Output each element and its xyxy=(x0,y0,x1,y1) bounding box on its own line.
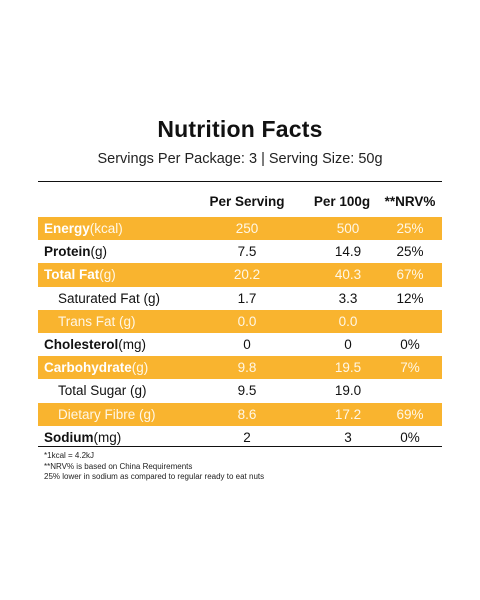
value-nrv: 0% xyxy=(400,429,420,445)
nutrient-unit: (g) xyxy=(99,267,116,283)
value-nrv: 67% xyxy=(396,267,424,283)
value-nrv: 0% xyxy=(400,337,420,353)
nutrient-label: Protein (g) xyxy=(38,240,198,263)
nutrient-unit: (g) xyxy=(131,360,149,376)
value-per-100g: 0 xyxy=(344,337,352,353)
nutrient-unit: (g) xyxy=(90,244,108,260)
value-per-100g: 14.9 xyxy=(334,244,362,260)
value-per-serving: 250 xyxy=(235,221,259,237)
table-top-rule xyxy=(38,181,442,182)
footnote-sodium: 25% lower in sodium as compared to regul… xyxy=(44,472,265,481)
nutrient-row-trans-fat: Trans Fat (g) 0.0 0.0 xyxy=(38,309,442,333)
nutrient-name: Carbohydrate xyxy=(44,360,132,376)
nutrient-row-cholesterol: Cholesterol (mg) 0 0 0% xyxy=(38,333,442,356)
value-per-serving: 9.8 xyxy=(237,360,257,376)
nutrient-row-dietary-fibre: Dietary Fibre (g) 8.6 17.2 69% xyxy=(38,402,442,426)
value-nrv: 69% xyxy=(396,406,424,422)
table-bottom-rule xyxy=(38,446,442,447)
value-per-serving: 20.2 xyxy=(233,267,261,283)
nutrient-unit: (mg) xyxy=(118,337,147,353)
nutrient-name: Protein xyxy=(44,244,91,260)
panel-title: Nutrition Facts xyxy=(157,116,323,142)
nutrient-label: Cholesterol (mg) xyxy=(38,333,198,356)
header-per-serving: Per Serving xyxy=(209,193,285,209)
value-per-100g: 3 xyxy=(344,429,352,445)
value-per-100g: 19.0 xyxy=(334,383,362,399)
header-per-100g: Per 100g xyxy=(313,193,371,209)
value-nrv: 25% xyxy=(396,221,424,237)
nutrient-row-total-sugar: Total Sugar (g) 9.5 19.0 xyxy=(38,379,442,402)
value-per-100g: 3.3 xyxy=(338,290,358,306)
nutrient-name: Energy xyxy=(44,221,90,237)
footnote-kcal: *1kcal = 4.2kJ xyxy=(44,451,95,460)
value-per-100g: 40.3 xyxy=(334,267,362,283)
nutrient-label: Saturated Fat (g) xyxy=(58,290,161,306)
value-per-100g: 500 xyxy=(336,221,360,237)
nutrient-row-protein: Protein (g) 7.5 14.9 25% xyxy=(38,240,442,263)
value-per-100g: 17.2 xyxy=(334,406,362,422)
value-per-serving: 0 xyxy=(243,337,251,353)
value-nrv: 7% xyxy=(400,360,420,376)
nutrient-label: Energy (kcal) xyxy=(38,217,198,240)
value-per-serving: 7.5 xyxy=(237,244,257,260)
nutrient-row-energy: Energy (kcal) 250 500 25% xyxy=(38,217,442,241)
nutrient-label: Total Fat (g) xyxy=(38,263,198,286)
nutrient-unit: (mg) xyxy=(93,429,122,445)
nutrient-unit: (kcal) xyxy=(89,221,123,237)
value-per-serving: 9.5 xyxy=(237,383,257,399)
serving-info: Servings Per Package: 3 | Serving Size: … xyxy=(97,151,383,167)
value-per-serving: 1.7 xyxy=(237,290,257,306)
nutrient-row-sodium: Sodium (mg) 2 3 0% xyxy=(38,426,442,449)
nutrient-label: Trans Fat (g) xyxy=(58,313,136,329)
nutrient-label: Sodium (mg) xyxy=(38,426,198,449)
value-nrv: 25% xyxy=(396,244,424,260)
footnote-nrv: **NRV% is based on China Requirements xyxy=(44,461,193,471)
value-nrv xyxy=(373,310,447,333)
nutrient-name: Total Fat xyxy=(44,267,100,283)
nutrient-row-carbohydrate: Carbohydrate (g) 9.8 19.5 7% xyxy=(38,356,442,380)
value-nrv xyxy=(373,379,447,402)
nutrient-label: Carbohydrate (g) xyxy=(38,356,198,379)
value-per-serving: 0.0 xyxy=(237,313,257,329)
value-per-100g: 19.5 xyxy=(334,360,362,376)
value-per-100g: 0.0 xyxy=(338,313,358,329)
nutrient-label: Total Sugar (g) xyxy=(58,383,147,399)
nutrient-label: Dietary Fibre (g) xyxy=(58,406,156,422)
footnotes: *1kcal = 4.2kJ **NRV% is based on China … xyxy=(44,451,444,483)
value-nrv: 12% xyxy=(396,290,424,306)
nutrient-row-total-fat: Total Fat (g) 20.2 40.3 67% xyxy=(38,263,442,287)
value-per-serving: 2 xyxy=(243,429,251,445)
nutrient-name: Cholesterol xyxy=(44,337,119,353)
nutrient-table: Energy (kcal) 250 500 25% Protein (g) 7.… xyxy=(38,217,442,449)
value-per-serving: 8.6 xyxy=(237,406,257,422)
nutrient-name: Sodium xyxy=(44,429,94,445)
header-nrv: **NRV% xyxy=(384,193,436,209)
table-header: Per Serving Per 100g **NRV% xyxy=(38,188,442,214)
nutrient-row-saturated-fat: Saturated Fat (g) 1.7 3.3 12% xyxy=(38,287,442,310)
